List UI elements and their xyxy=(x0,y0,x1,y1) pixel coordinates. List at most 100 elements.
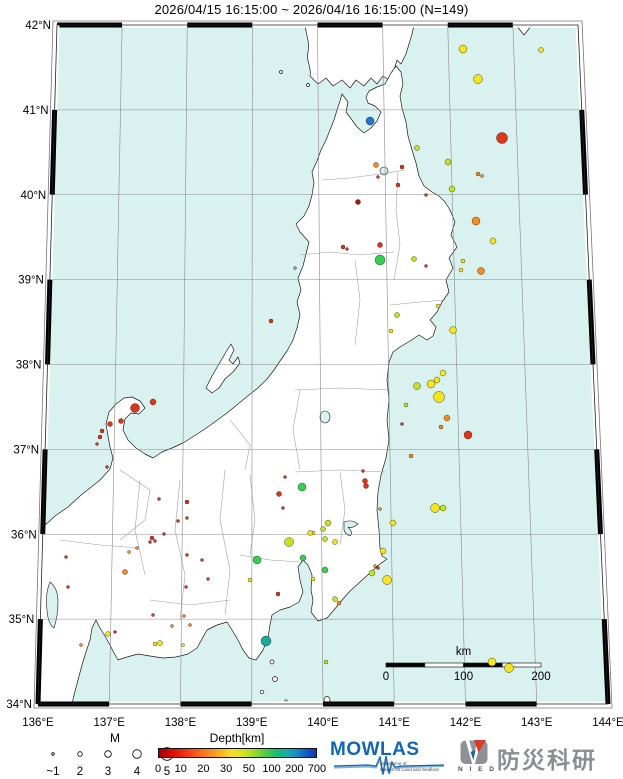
longitude-label: 141°E xyxy=(379,717,411,729)
earthquake-marker xyxy=(473,74,483,84)
nied-logo-icon xyxy=(460,740,488,766)
latitude-label: 40°N xyxy=(21,190,47,202)
earthquake-marker xyxy=(66,585,70,589)
earthquake-marker xyxy=(443,414,451,422)
earthquake-marker xyxy=(149,398,157,406)
earthquake-marker xyxy=(299,554,307,562)
map-canvas: 42°N 41°N 40°N 39°N 38°N 37°N 36°N 35°N 34°N 136°… xyxy=(6,20,623,729)
depth-tick-label: 20 xyxy=(197,763,210,775)
hokkaido-landmass xyxy=(304,24,415,89)
earthquake-marker xyxy=(184,585,188,589)
earthquake-marker xyxy=(471,216,481,226)
latitude-label: 42°N xyxy=(25,20,51,32)
depth-tick-label: 50 xyxy=(242,763,255,775)
earthquake-marker xyxy=(323,659,329,665)
earthquake-marker xyxy=(283,475,287,479)
earthquake-marker xyxy=(284,537,294,547)
earthquake-marker xyxy=(378,507,382,511)
longitude-label: 144°E xyxy=(592,717,623,729)
earthquake-marker xyxy=(444,158,452,166)
lake-inawashiro xyxy=(319,410,331,424)
longitude-label: 138°E xyxy=(165,717,197,729)
earthquake-marker xyxy=(127,550,131,554)
earthquake-marker xyxy=(489,237,497,245)
earthquake-marker xyxy=(122,569,128,575)
earthquake-marker xyxy=(433,376,441,384)
earthquake-marker xyxy=(399,164,405,170)
earthquake-marker xyxy=(324,519,332,527)
earthquake-marker xyxy=(365,116,375,126)
earthquake-marker xyxy=(181,643,185,647)
earthquake-marker xyxy=(504,663,514,673)
longitude-label: 136°E xyxy=(22,717,54,729)
earthquake-marker xyxy=(97,434,103,440)
latitude-label: 34°N xyxy=(6,699,32,711)
map-frame xyxy=(33,20,613,709)
earthquake-marker xyxy=(275,591,281,597)
earthquake-marker xyxy=(297,482,307,492)
earthquake-marker xyxy=(310,576,316,582)
depth-colorbar xyxy=(158,748,317,758)
magnitude-legend-label: 2 xyxy=(77,766,83,778)
earthquake-marker xyxy=(170,624,174,628)
earthquake-marker xyxy=(135,546,139,550)
earthquake-marker xyxy=(260,635,272,647)
earthquake-marker xyxy=(151,613,155,617)
earthquake-marker xyxy=(185,516,189,520)
magnitude-legend-label: ~1 xyxy=(46,766,59,778)
earthquake-marker xyxy=(449,326,457,334)
earthquake-marker xyxy=(157,640,163,646)
longitude-label: 140°E xyxy=(307,717,339,729)
latitude-label: 35°N xyxy=(9,614,35,626)
earthquake-marker xyxy=(424,264,428,268)
earthquake-marker xyxy=(332,539,338,545)
izu-island xyxy=(259,689,265,695)
earthquake-marker xyxy=(538,47,544,53)
earthquake-marker xyxy=(475,171,481,177)
earthquake-marker xyxy=(148,540,152,544)
earthquake-marker xyxy=(79,643,83,647)
lakes xyxy=(46,166,389,629)
earthquake-marker xyxy=(105,631,111,637)
earthquake-marker xyxy=(424,193,428,197)
magnitude-legend-circle xyxy=(104,750,112,758)
earthquake-marker xyxy=(458,267,464,273)
earthquake-marker xyxy=(394,312,400,318)
islet xyxy=(306,83,310,87)
earthquake-marker xyxy=(281,506,285,510)
depth-tick-label: 0 xyxy=(154,763,162,775)
scale-bar-segment xyxy=(424,662,464,668)
earthquake-marker xyxy=(322,536,328,542)
earthquake-marker xyxy=(206,577,210,581)
earthquake-marker xyxy=(99,428,105,434)
earthquake-marker xyxy=(107,421,113,427)
longitude-label: 137°E xyxy=(94,717,126,729)
earthquake-marker xyxy=(477,267,485,275)
earthquake-marker xyxy=(200,558,204,562)
scale-bar-unit: km xyxy=(456,646,471,658)
earthquake-marker xyxy=(400,422,404,426)
earthquake-marker xyxy=(247,577,253,583)
earthquake-markers xyxy=(64,44,544,673)
earthquake-marker xyxy=(389,519,397,527)
earthquake-marker xyxy=(463,430,473,440)
earthquake-marker xyxy=(435,303,441,309)
islet xyxy=(279,70,283,74)
earthquake-marker xyxy=(188,623,192,627)
mowlas-logo-text: MOWLAS xyxy=(330,739,420,760)
scale-bar-tick-label: 0 xyxy=(383,671,389,683)
earthquake-marker xyxy=(433,391,445,403)
magnitude-legend-circle xyxy=(132,749,142,759)
earthquake-marker xyxy=(176,519,180,523)
earthquake-marker xyxy=(403,402,409,408)
earthquake-marker xyxy=(414,145,420,151)
latitude-label: 41°N xyxy=(23,105,49,117)
earthquake-marker xyxy=(411,256,417,262)
earthquake-marker xyxy=(321,566,329,574)
earthquake-marker xyxy=(320,526,326,532)
page-title: 2026/04/15 16:15:00 ~ 2026/04/16 16:15:0… xyxy=(154,2,469,17)
earthquake-marker xyxy=(157,497,161,501)
earthquake-marker xyxy=(460,258,466,264)
earthquake-marker xyxy=(252,555,262,565)
